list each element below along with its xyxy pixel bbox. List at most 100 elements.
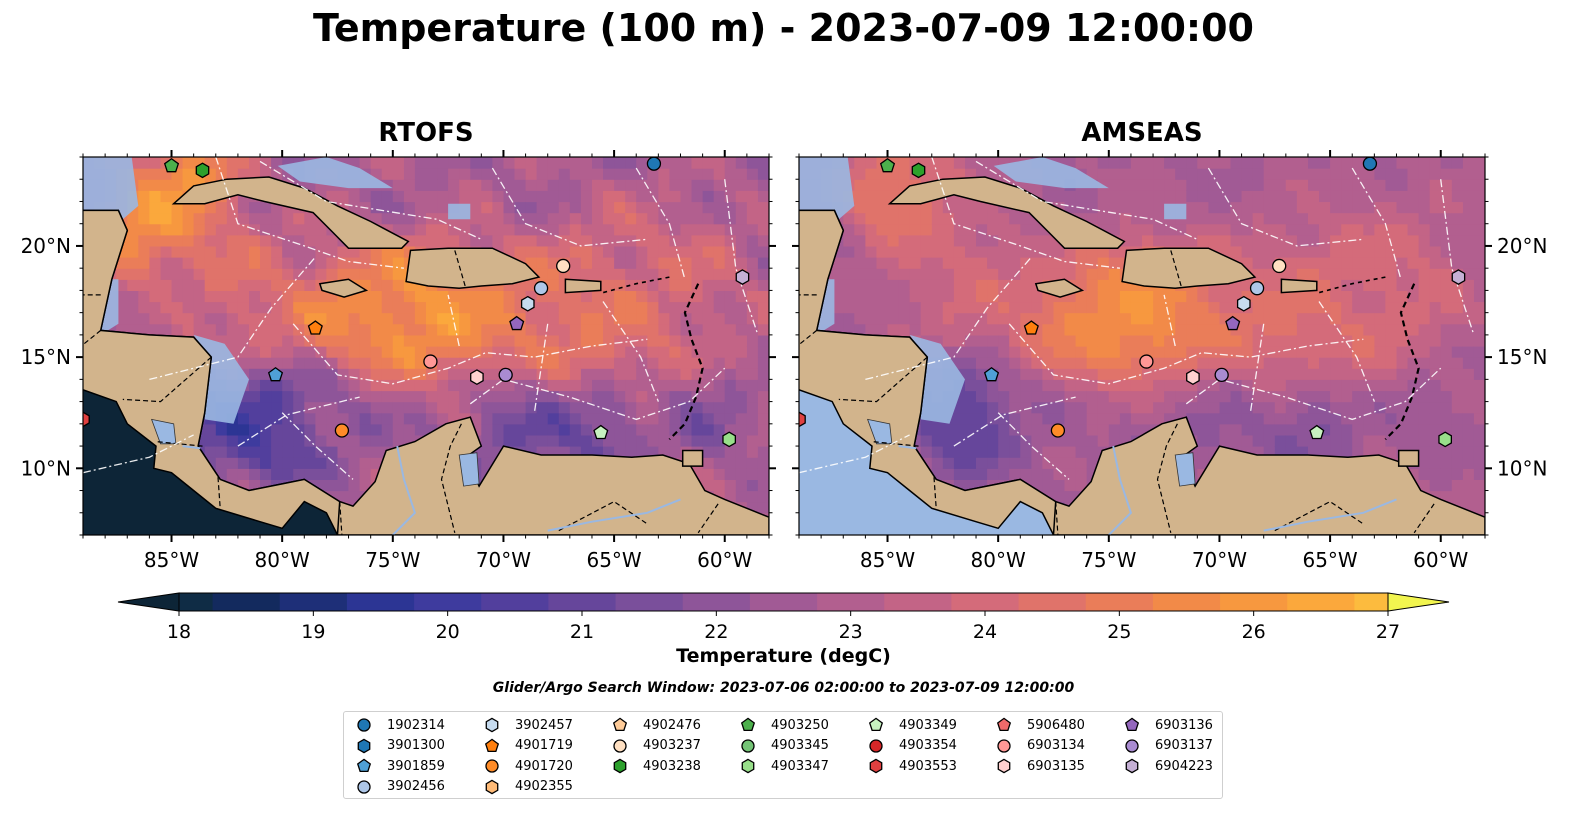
x-tick-label: 75°W (1081, 548, 1136, 572)
central-america-land (799, 209, 1057, 535)
boundary-line (447, 294, 460, 347)
legend-item: 4902476 (610, 715, 701, 735)
colorbar-tick-label: 19 (301, 621, 325, 643)
x-tick-label: 70°W (476, 548, 531, 572)
river (392, 445, 417, 535)
float-3901859 (267, 366, 284, 382)
x-tick-label: 85°W (144, 548, 199, 572)
legend-item-label: 6904223 (1155, 758, 1213, 774)
colorbar-bin (414, 593, 482, 611)
map-frame (798, 156, 1486, 536)
circle-marker-icon (485, 759, 499, 773)
hexagon-marker-icon (1125, 758, 1139, 774)
float-6903135 (1186, 369, 1200, 386)
x-tick-label: 70°W (1192, 548, 1247, 572)
colorbar-bin (346, 593, 415, 611)
float-6904223 (1451, 269, 1466, 285)
colorbar: 18 19 20 21 22 23 24 25 26 27 (117, 592, 1450, 643)
yucshelf-shelf (799, 157, 855, 220)
float-1902314 (646, 157, 662, 171)
country-border (799, 329, 818, 346)
antilles-isobath (668, 283, 704, 441)
legend-item-label: 4902355 (515, 779, 573, 794)
float-6903136 (509, 315, 525, 331)
legend-item: 6903136 (1122, 715, 1213, 735)
hexagon-marker-icon (357, 738, 371, 753)
circle-marker-icon (741, 738, 755, 753)
cuba-land (171, 176, 410, 249)
legend-item: 6903135 (994, 756, 1085, 776)
circle-marker-icon (997, 738, 1011, 753)
float-4903553 (83, 411, 90, 428)
float-6903137 (1214, 367, 1229, 383)
legend-item-label: 3902456 (387, 779, 445, 794)
float-3902457 (1236, 295, 1251, 312)
x-tick-label: 65°W (1302, 548, 1357, 572)
colorbar-bin (817, 593, 885, 611)
boundary-line (215, 157, 404, 269)
legend-item-label: 3901859 (387, 758, 445, 774)
boundary-line (292, 323, 648, 385)
colorbar-tick-label: 26 (1242, 621, 1266, 643)
nicshelf-shelf (193, 334, 249, 424)
legend-item: 4903345 (738, 736, 829, 756)
legend-item: 4903354 (866, 736, 957, 756)
amseas-panel-title: AMSEAS (1081, 118, 1203, 148)
jamaica-land (318, 278, 369, 298)
colorbar-bin (212, 593, 281, 611)
float-4903238 (195, 162, 210, 179)
legend-item-label: 3902457 (515, 717, 573, 733)
y-tick-label: 15°N (1497, 345, 1547, 369)
hispaniola-land (405, 247, 541, 289)
colorbar-tick-label: 21 (570, 621, 594, 643)
legend-item-label: 5906480 (1027, 717, 1085, 733)
colorbar-tick-label: 18 (167, 621, 191, 643)
legend-item-label: 4903237 (643, 738, 701, 753)
bahamas-shelf (993, 157, 1109, 189)
country-border (1413, 503, 1435, 534)
hexagon-marker-icon (869, 758, 883, 774)
y-tick-label: 20°N (21, 234, 71, 258)
boundary-line (491, 167, 648, 247)
puertorico-land (564, 278, 602, 294)
caicos-shelf (448, 203, 471, 220)
boundary-line (799, 434, 910, 474)
pentagon-marker-icon (740, 717, 756, 731)
boundary-line (237, 396, 360, 447)
isobath (602, 276, 670, 294)
maracaibo-lake (1174, 452, 1196, 487)
nicshelf-shelf (909, 334, 965, 424)
search-window-text: Glider/Argo Search Window: 2023-07-06 02… (492, 680, 1075, 696)
river (182, 445, 201, 450)
isobath (1318, 276, 1386, 294)
pacific-ocean (799, 389, 1054, 535)
y-tick-label: 10°N (1497, 456, 1547, 480)
colorbar-bin (615, 593, 684, 611)
country-border (83, 329, 102, 346)
colorbar-bin (1220, 593, 1288, 611)
country-border (558, 500, 648, 532)
river (1108, 445, 1133, 535)
float-4903237 (1272, 258, 1287, 274)
float-4903238 (911, 162, 926, 179)
boundary-line (1318, 301, 1376, 402)
legend-item: 4903349 (866, 715, 957, 735)
country-border (217, 477, 221, 509)
colorbar-bin (884, 593, 952, 611)
x-tick-label: 80°W (255, 548, 310, 572)
float-4901719 (1023, 320, 1039, 335)
circle-marker-icon (357, 779, 371, 794)
country-border (122, 356, 212, 403)
pacific-ocean (83, 389, 338, 535)
boundary-line (1163, 294, 1176, 347)
circle-marker-icon (613, 738, 627, 753)
legend-item: 6903137 (1122, 736, 1213, 756)
boundary-line (997, 412, 1070, 480)
boundary-line (602, 301, 660, 402)
legend-item-label: 4903345 (771, 738, 829, 753)
legend-item: 4903553 (866, 756, 957, 776)
float-3902456 (533, 281, 549, 296)
legend-item: 6904223 (1122, 756, 1213, 776)
axis-ticks (76, 150, 776, 542)
